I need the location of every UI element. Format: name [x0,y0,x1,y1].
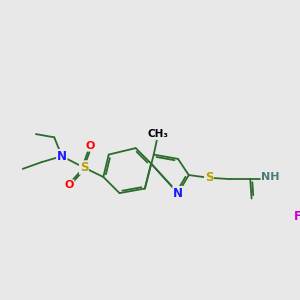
Text: O: O [64,180,74,190]
Text: S: S [80,161,88,174]
Text: CH₃: CH₃ [147,129,168,140]
Text: N: N [173,187,183,200]
Text: S: S [205,171,213,184]
Text: NH: NH [261,172,280,182]
Text: O: O [86,141,95,151]
Text: F: F [294,209,300,223]
Text: N: N [57,150,67,163]
